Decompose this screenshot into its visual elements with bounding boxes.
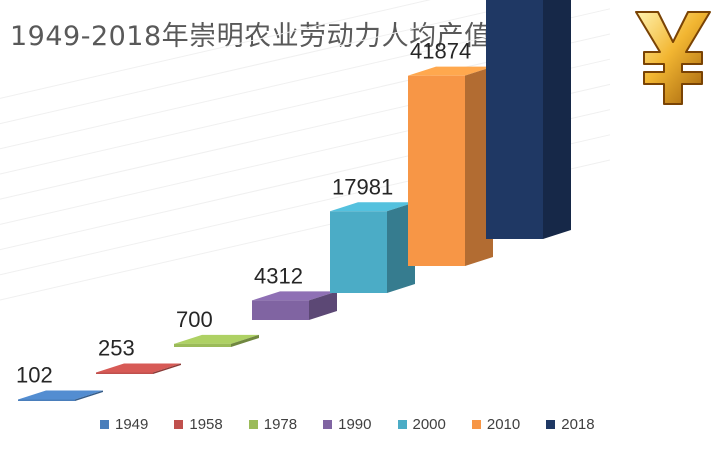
- legend-item-2010: 2010: [471, 416, 521, 433]
- legend-label: 2010: [486, 416, 521, 433]
- chart-title: 1949-2018年崇明农业劳动力人均产值（元）: [10, 21, 575, 52]
- data-label-1990: 4312: [254, 263, 303, 288]
- legend-swatch: [471, 420, 481, 429]
- legend-label: 2018: [561, 416, 595, 433]
- bar-top-face: [252, 291, 337, 301]
- legend-swatch: [397, 420, 407, 429]
- bar-front-face: [252, 300, 309, 320]
- legend-item-1949: 1949: [100, 416, 148, 433]
- bar-1949: [18, 390, 103, 401]
- bar-1978: [174, 334, 259, 347]
- bar-front-face: [330, 211, 387, 293]
- data-label-2000: 17981: [332, 174, 393, 199]
- bar-front-face: [96, 372, 153, 374]
- legend-label: 1978: [263, 416, 298, 433]
- bar-side-face: [231, 334, 259, 347]
- bar-top-face: [18, 390, 103, 400]
- legend-item-2018: 2018: [546, 416, 595, 433]
- data-label-1978: 700: [176, 307, 213, 332]
- data-labels: 1022537004312179814187453455: [16, 39, 471, 388]
- bar-front-face: [408, 75, 465, 266]
- bar-side-face: [309, 291, 337, 320]
- legend-swatch: [174, 420, 184, 429]
- data-label-1958: 253: [98, 336, 135, 361]
- legend-swatch: [323, 420, 333, 429]
- bar-top-face: [174, 334, 259, 344]
- bar-front-face: [174, 343, 231, 347]
- data-label-1949: 102: [16, 363, 53, 388]
- legend-item-1958: 1958: [174, 416, 223, 433]
- legend-label: 1958: [189, 416, 223, 433]
- bar-side-face: [153, 363, 181, 374]
- bar-1990: [252, 291, 337, 320]
- yuan-icon: [635, 11, 711, 105]
- legend-label: 2000: [412, 416, 446, 433]
- bars: [18, 0, 571, 401]
- bar-1958: [96, 363, 181, 374]
- bar-top-face: [96, 363, 181, 373]
- legend-swatch: [100, 420, 109, 429]
- bar-side-face: [75, 390, 103, 401]
- legend-item-2000: 2000: [397, 416, 446, 433]
- legend-label: 1949: [115, 416, 149, 433]
- background-line: [0, 0, 431, 99]
- bar-front-face: [18, 399, 75, 401]
- bar-top-face: [330, 202, 415, 212]
- legend: 1949 1958 1978 1990 2000 2010 2018: [100, 416, 595, 433]
- bar-2010: [408, 66, 493, 266]
- bar-front-face: [486, 0, 543, 239]
- legend-swatch: [546, 420, 556, 429]
- bar-top-face: [408, 66, 493, 76]
- bar-side-face: [543, 0, 571, 239]
- legend-item-1990: 1990: [323, 416, 372, 433]
- legend-label: 1990: [338, 416, 372, 433]
- data-label-2010: 41874: [410, 39, 471, 64]
- bar-2000: [330, 202, 415, 293]
- legend-swatch: [248, 420, 258, 429]
- bar-2018: [486, 0, 571, 239]
- legend-item-1978: 1978: [248, 416, 298, 433]
